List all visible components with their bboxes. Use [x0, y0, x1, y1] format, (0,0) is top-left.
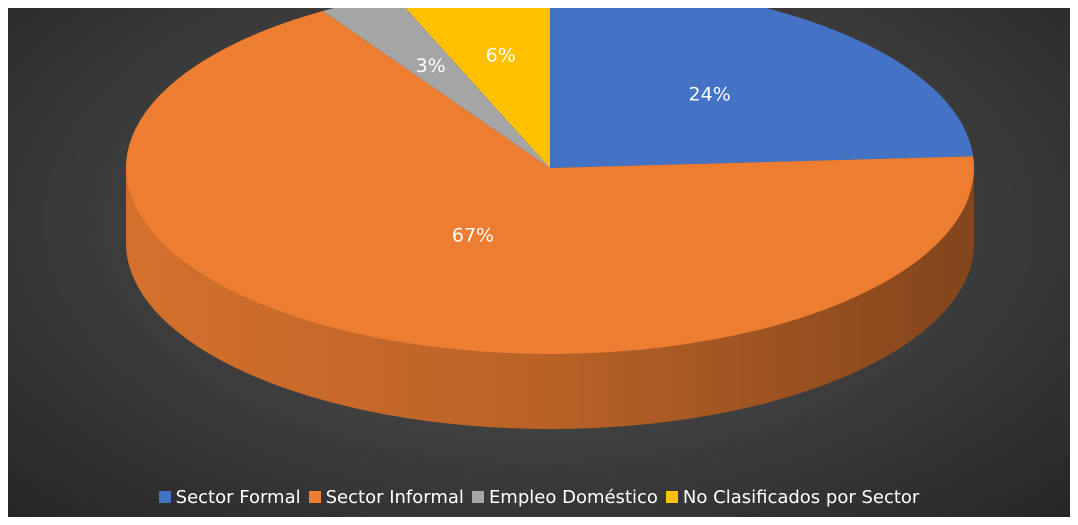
- legend-label: Sector Informal: [325, 486, 464, 508]
- legend-item-empleo-domestico: Empleo Doméstico: [471, 486, 658, 508]
- chart-area: 24% 67% 3% 6% Sector Formal Sector Informal…: [8, 8, 1070, 517]
- pie-slice-sector-formal: [550, 8, 974, 168]
- data-label-no-clasificados-por-sector: 6%: [486, 45, 516, 67]
- pie-slice-empleo-domestico: [322, 8, 550, 168]
- pie-chart: 24% 67% 3% 6%: [125, 8, 974, 429]
- legend-item-sector-informal: Sector Informal: [308, 486, 464, 508]
- legend-swatch: [665, 491, 678, 503]
- legend-item-sector-formal: Sector Formal: [158, 486, 301, 508]
- legend-label: No Clasificados por Sector: [682, 486, 920, 508]
- legend-swatch: [158, 491, 171, 503]
- pie-slice-sector-informal: [125, 10, 974, 355]
- legend-swatch: [308, 491, 321, 503]
- data-label-sector-informal: 67%: [452, 224, 494, 246]
- legend-item-no-clasificados: No Clasificados por Sector: [665, 486, 920, 508]
- legend-swatch: [471, 491, 484, 503]
- pie-side-sector-informal: [126, 168, 974, 429]
- pie-slice-no-clasificados-por-sector: [405, 8, 550, 168]
- legend-label: Sector Formal: [175, 486, 301, 508]
- data-label-sector-formal: 24%: [689, 83, 731, 105]
- data-label-empleo-domestico: 3%: [416, 55, 446, 77]
- chart-legend: Sector Formal Sector Informal Empleo Dom…: [8, 484, 1070, 510]
- legend-label: Empleo Doméstico: [488, 486, 658, 508]
